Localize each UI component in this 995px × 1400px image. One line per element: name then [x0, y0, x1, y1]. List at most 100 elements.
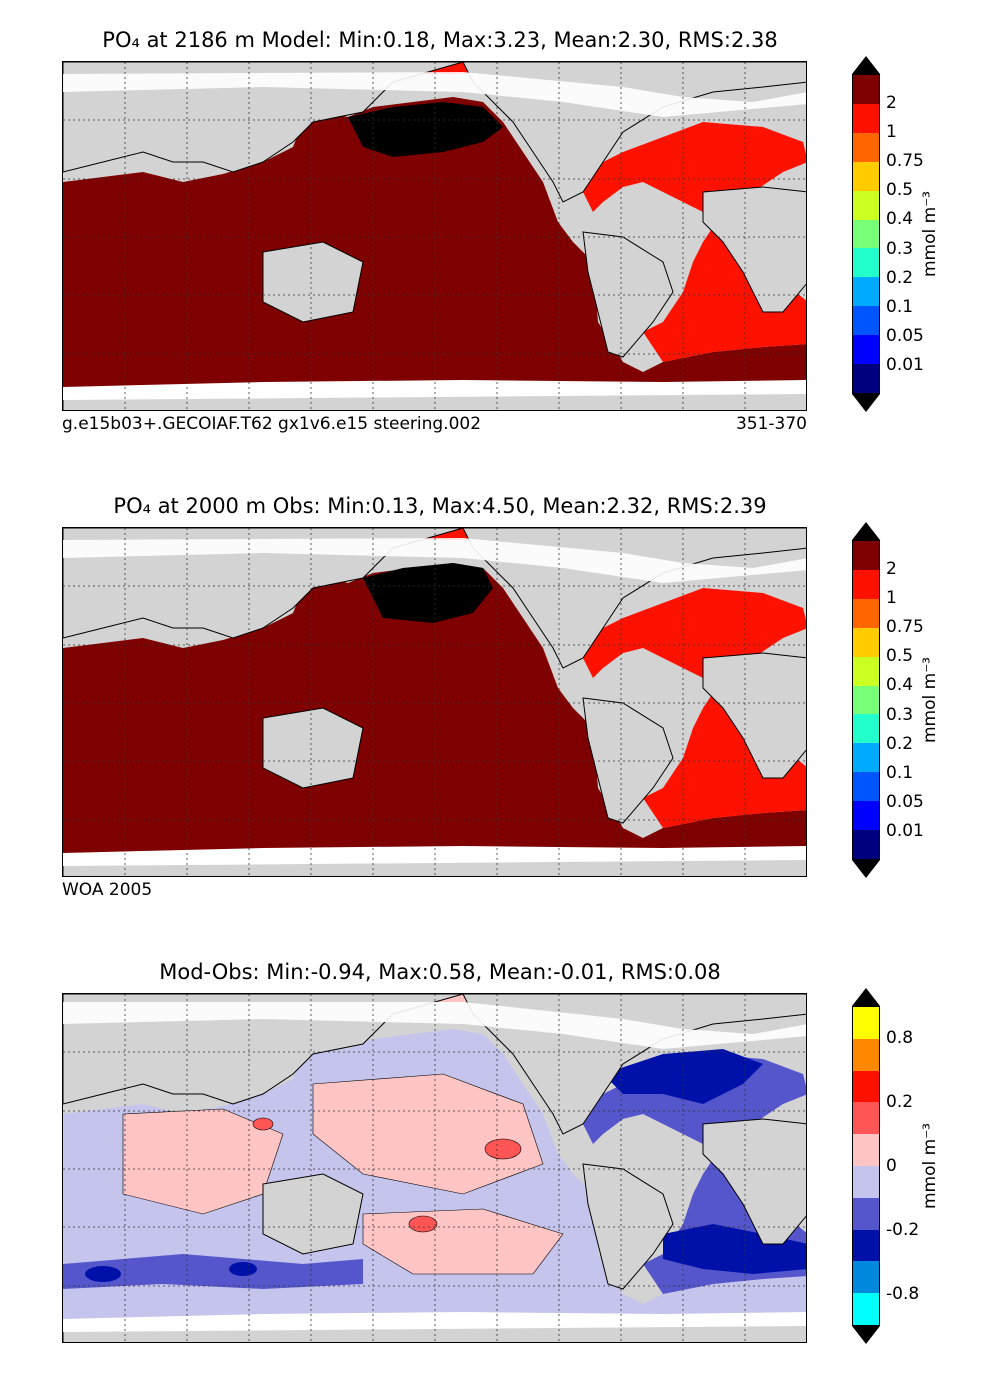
australia	[262, 1173, 364, 1255]
colorbar-ticks: 0.01 0.05 0.1 0.2 0.3 0.4 0.5 0.75 1 2	[886, 74, 956, 394]
colorbar-band	[853, 1229, 879, 1262]
missing-antarctic	[63, 846, 806, 866]
colorbar-band	[853, 1165, 879, 1198]
colorbar-band	[853, 569, 879, 599]
north-pacific-high	[348, 102, 503, 157]
colorbar-extend-max	[852, 56, 880, 74]
colorbar-tick-label: 0.4	[886, 675, 914, 696]
colorbar-band	[853, 277, 879, 307]
south-america	[582, 231, 674, 358]
graticule	[63, 62, 806, 410]
panel-model: PO₄ at 2186 m Model: Min:0.18, Max:3.23,…	[0, 28, 995, 468]
colorbar-extend-min	[852, 860, 880, 878]
colorbar-band	[853, 103, 879, 133]
colorbar-band	[853, 132, 879, 162]
colorbar-band	[853, 627, 879, 657]
strong-positive-patches	[252, 1117, 522, 1233]
colorbar-tick-label: 0.3	[886, 238, 914, 259]
colorbar-extend-min	[852, 1326, 880, 1344]
colorbar-band	[853, 656, 879, 686]
colorbar-band	[853, 1197, 879, 1230]
colorbar-band	[853, 598, 879, 628]
panel-diff: Mod-Obs: Min:-0.94, Max:0.58, Mean:-0.01…	[0, 960, 995, 1400]
atlantic-ocean	[583, 588, 806, 828]
colorbar-tick-label: 1	[886, 122, 897, 143]
colorbar-band	[853, 1038, 879, 1071]
missing-arctic	[63, 1002, 806, 1049]
colorbar-tick-label: 0.2	[886, 733, 914, 754]
colorbar-band	[853, 219, 879, 249]
colorbar-tick-label: 2	[886, 93, 897, 114]
colorbar-tick-label: 0.05	[886, 325, 924, 346]
africa	[702, 1118, 806, 1245]
africa	[702, 652, 806, 779]
dataset-label: WOA 2005	[62, 880, 153, 900]
colorbar-band	[853, 541, 879, 570]
colorbar-extend-min	[852, 394, 880, 412]
colorbar-tick-label: 0.4	[886, 209, 914, 230]
colorbar-band	[853, 1134, 879, 1166]
run-label: g.e15b03+.GECOIAF.T62 gx1v6.e15 steering…	[62, 414, 482, 434]
colorbar-ticks: -0.8 -0.2 0 0.2 0.8	[886, 1006, 956, 1326]
colorbar-tick-label: 0.05	[886, 791, 924, 812]
colorbar-tick-label: 2	[886, 559, 897, 580]
colorbar-band	[853, 1007, 879, 1039]
colorbar-tick-label: 0.2	[886, 1092, 914, 1112]
south-america	[582, 697, 674, 824]
colorbar-band	[853, 190, 879, 220]
colorbar: -0.8 -0.2 0 0.2 0.8	[852, 988, 919, 1344]
map-model	[62, 61, 807, 411]
colorbar-band	[853, 772, 879, 802]
colorbar-extend-max	[852, 988, 880, 1006]
colorbar-ticks: 0.01 0.05 0.1 0.2 0.3 0.4 0.5 0.75 1 2	[886, 540, 956, 860]
map-obs	[62, 527, 807, 877]
australia	[262, 241, 364, 323]
map-canvas	[63, 994, 806, 1342]
colorbar-tick-label: 0.8	[886, 1028, 914, 1048]
colorbar-tick-label: 0.5	[886, 180, 914, 201]
map-diff	[62, 993, 807, 1343]
colorbar-tick-label: 0.01	[886, 354, 924, 375]
africa	[702, 186, 806, 313]
southern-ocean-minima	[85, 1262, 257, 1282]
colorbar-tick-label: 0.5	[886, 646, 914, 667]
colorbar-band	[853, 306, 879, 336]
colorbar-band	[853, 364, 879, 393]
colorbar-band	[853, 161, 879, 191]
map-canvas	[63, 62, 806, 410]
panel-title: Mod-Obs: Min:-0.94, Max:0.58, Mean:-0.01…	[159, 960, 721, 984]
panel-title: PO₄ at 2186 m Model: Min:0.18, Max:3.23,…	[102, 28, 778, 52]
colorbar-unit: mmol m⁻³	[920, 657, 940, 743]
colorbar-band	[853, 714, 879, 744]
colorbar-band	[853, 801, 879, 831]
graticule	[63, 528, 806, 876]
colorbar-tick-label: 0.75	[886, 617, 924, 638]
missing-antarctic	[63, 1312, 806, 1332]
panel-title: PO₄ at 2000 m Obs: Min:0.13, Max:4.50, M…	[113, 494, 767, 518]
colorbar-tick-label: -0.2	[886, 1220, 920, 1240]
map-canvas	[63, 528, 806, 876]
australia	[262, 707, 364, 789]
colorbar-tick-label: 0	[886, 1156, 897, 1176]
colorbar-band	[853, 1261, 879, 1294]
pacific-indian-ocean	[63, 97, 806, 410]
colorbar-tick-label: 1	[886, 588, 897, 609]
colorbar-tick-label: 0.3	[886, 704, 914, 725]
colorbar-band	[853, 75, 879, 104]
north-atlantic-negative	[603, 1049, 763, 1104]
positive-anomaly-patches	[122, 1073, 564, 1275]
years-label: 351-370	[735, 414, 807, 434]
colorbar-band	[853, 248, 879, 278]
pacific-indian-ocean	[63, 563, 806, 876]
atlantic-ocean	[583, 122, 806, 362]
colorbar-band	[853, 685, 879, 715]
colorbar-band	[853, 1102, 879, 1135]
colorbar-tick-label: 0.1	[886, 296, 914, 317]
colorbar-tick-label: 0.75	[886, 151, 924, 172]
colorbar-band	[853, 1293, 879, 1325]
colorbar-unit: mmol m⁻³	[920, 191, 940, 277]
colorbar-band	[853, 335, 879, 365]
colorbar: 0.01 0.05 0.1 0.2 0.3 0.4 0.5 0.75 1 2	[852, 56, 924, 412]
missing-antarctic	[63, 380, 806, 400]
colorbar-band	[853, 1070, 879, 1103]
